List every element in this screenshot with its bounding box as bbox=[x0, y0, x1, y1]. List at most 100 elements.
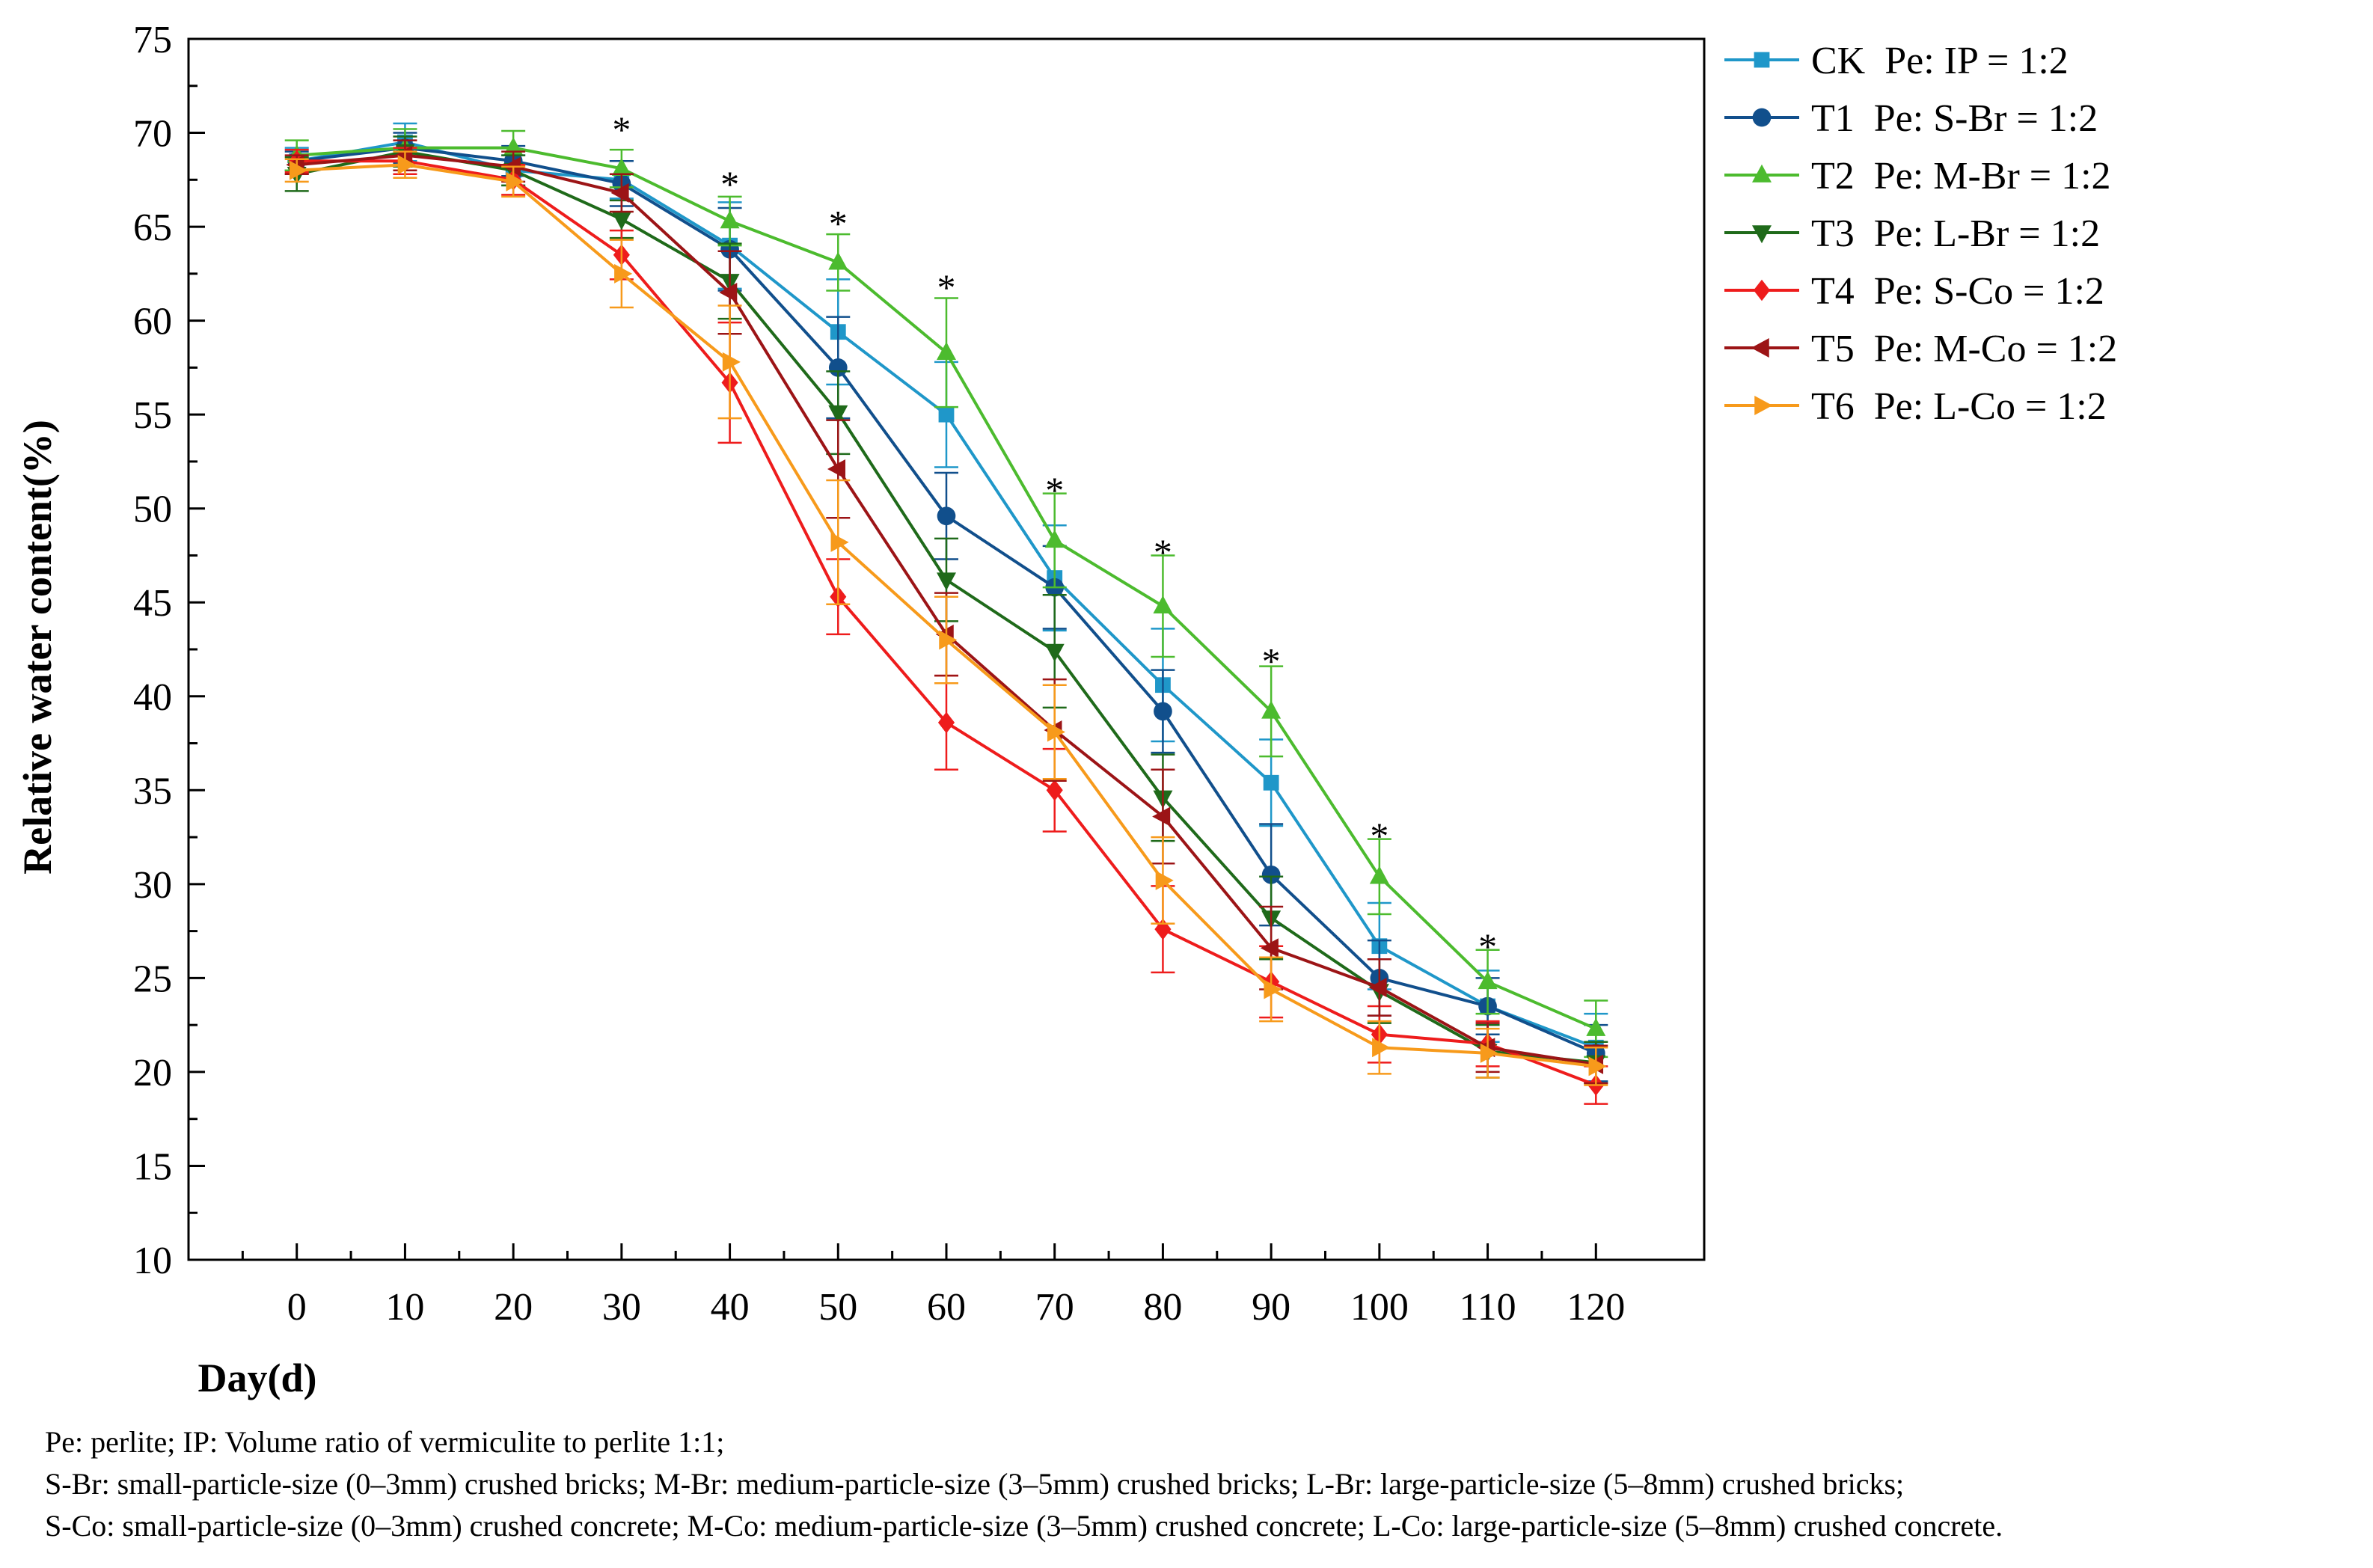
legend-marker bbox=[1752, 108, 1772, 127]
data-point bbox=[827, 459, 846, 479]
x-tick-label: 50 bbox=[818, 1286, 857, 1329]
data-point bbox=[1368, 977, 1387, 997]
data-point bbox=[1588, 1056, 1607, 1077]
x-tick-label: 90 bbox=[1252, 1286, 1290, 1329]
data-point bbox=[1264, 979, 1282, 999]
significance-star: * bbox=[612, 108, 631, 150]
data-point bbox=[397, 155, 416, 175]
legend-item: T4 Pe: S-Co = 1:2 bbox=[1724, 270, 2104, 313]
x-tick-label: 10 bbox=[385, 1286, 424, 1329]
data-point bbox=[937, 572, 956, 591]
legend-label: CK Pe: IP = 1:2 bbox=[1811, 40, 2069, 82]
data-point bbox=[1480, 1043, 1498, 1063]
data-point bbox=[1586, 1017, 1606, 1036]
x-axis-title: Day(d) bbox=[198, 1356, 317, 1400]
data-point bbox=[506, 171, 524, 192]
data-point bbox=[1047, 722, 1066, 742]
legend-item: T3 Pe: L-Br = 1:2 bbox=[1724, 212, 2100, 255]
x-tick-label: 100 bbox=[1350, 1286, 1409, 1329]
data-point bbox=[828, 405, 848, 423]
legend-label: T1 Pe: S-Br = 1:2 bbox=[1811, 97, 2098, 140]
data-point bbox=[611, 212, 631, 230]
legend-marker bbox=[1752, 225, 1772, 244]
data-point bbox=[937, 506, 956, 526]
data-point bbox=[1046, 780, 1063, 801]
legend-label: T2 Pe: M-Br = 1:2 bbox=[1811, 155, 2111, 197]
footnote-line: Pe: perlite; IP: Volume ratio of vermicu… bbox=[45, 1425, 725, 1459]
legend-marker bbox=[1751, 338, 1769, 358]
y-tick-label: 30 bbox=[133, 864, 172, 907]
y-tick-label: 55 bbox=[133, 394, 172, 437]
series-7 bbox=[284, 150, 1608, 1086]
relative-water-content-chart: 10 15 20 25 30 35 40 45 50 55 60 65 70 75 0 10 20 30 40 50 6… bbox=[15, 19, 2117, 1400]
data-point bbox=[937, 711, 955, 734]
legend-item: T2 Pe: M-Br = 1:2 bbox=[1724, 155, 2111, 197]
x-tick-label: 30 bbox=[602, 1286, 641, 1329]
x-tick-label: 60 bbox=[927, 1286, 966, 1329]
data-point bbox=[937, 341, 956, 361]
legend-marker bbox=[1754, 396, 1773, 415]
legend-marker bbox=[1754, 52, 1770, 68]
data-point bbox=[1152, 806, 1171, 827]
x-tick-label: 40 bbox=[711, 1286, 750, 1329]
data-point bbox=[1155, 870, 1174, 890]
data-point bbox=[828, 251, 848, 270]
footnote-line: S-Br: small-particle-size (0–3mm) crushe… bbox=[45, 1467, 1905, 1501]
data-point bbox=[1260, 938, 1279, 958]
legend-marker bbox=[1753, 279, 1771, 301]
data-point bbox=[1478, 971, 1498, 990]
data-point bbox=[1369, 866, 1389, 884]
x-tick-label: 110 bbox=[1460, 1286, 1516, 1329]
data-point bbox=[394, 145, 413, 165]
y-tick-label: 35 bbox=[133, 770, 172, 812]
legend-item: T1 Pe: S-Br = 1:2 bbox=[1724, 97, 2098, 140]
y-tick-label: 70 bbox=[133, 113, 172, 156]
data-point bbox=[610, 183, 629, 203]
footnotes: Pe: perlite; IP: Volume ratio of vermicu… bbox=[45, 1421, 2364, 1547]
legend-item: T5 Pe: M-Co = 1:2 bbox=[1724, 328, 2117, 370]
series-3 bbox=[284, 128, 1608, 1059]
y-tick-label: 20 bbox=[133, 1052, 172, 1094]
y-tick-label: 50 bbox=[133, 489, 172, 531]
data-series bbox=[284, 122, 1608, 1105]
y-tick-label: 10 bbox=[133, 1240, 172, 1282]
y-tick-label: 15 bbox=[133, 1145, 172, 1188]
data-point bbox=[830, 532, 849, 552]
significance-star: * bbox=[1262, 640, 1281, 682]
y-tick-label: 40 bbox=[133, 676, 172, 719]
y-tick-label: 65 bbox=[133, 206, 172, 249]
significance-star: * bbox=[1154, 531, 1172, 573]
data-point bbox=[1261, 700, 1282, 719]
data-point bbox=[1044, 530, 1065, 548]
y-tick-label: 25 bbox=[133, 958, 172, 1000]
data-point bbox=[719, 282, 738, 302]
significance-annotations: * * * * * * * * * bbox=[612, 108, 1497, 967]
data-point bbox=[939, 630, 958, 650]
x-tick-label: 80 bbox=[1143, 1286, 1182, 1329]
data-point bbox=[1261, 865, 1281, 884]
legend-label: T3 Pe: L-Br = 1:2 bbox=[1811, 212, 2100, 255]
y-tick-label: 45 bbox=[133, 582, 172, 625]
x-tick-label: 120 bbox=[1567, 1286, 1625, 1329]
data-point bbox=[1154, 702, 1172, 721]
legend: CK Pe: IP = 1:2 T1 Pe: S-Br = 1:2 T2 Pe: M… bbox=[1724, 40, 2117, 428]
y-axis-title: Relative water content(%) bbox=[15, 420, 60, 875]
significance-star: * bbox=[1370, 815, 1388, 857]
significance-star: * bbox=[829, 203, 848, 245]
legend-item: CK Pe: IP = 1:2 bbox=[1724, 40, 2069, 82]
legend-label: T4 Pe: S-Co = 1:2 bbox=[1811, 270, 2104, 313]
significance-star: * bbox=[720, 163, 739, 205]
y-tick-label: 75 bbox=[133, 19, 172, 61]
data-point bbox=[938, 406, 955, 423]
legend-marker bbox=[1752, 164, 1772, 183]
data-point bbox=[720, 210, 740, 229]
legend-label: T6 Pe: L-Co = 1:2 bbox=[1811, 385, 2107, 428]
legend-label: T5 Pe: M-Co = 1:2 bbox=[1811, 328, 2117, 370]
significance-star: * bbox=[1045, 469, 1064, 511]
y-tick-label: 60 bbox=[133, 301, 172, 343]
data-point bbox=[1263, 774, 1279, 791]
axes: 10 15 20 25 30 35 40 45 50 55 60 65 70 75 0 10 20 30 40 50 6… bbox=[133, 19, 1706, 1329]
data-point bbox=[614, 263, 633, 284]
x-tick-label: 70 bbox=[1035, 1286, 1074, 1329]
data-point bbox=[1153, 595, 1173, 614]
